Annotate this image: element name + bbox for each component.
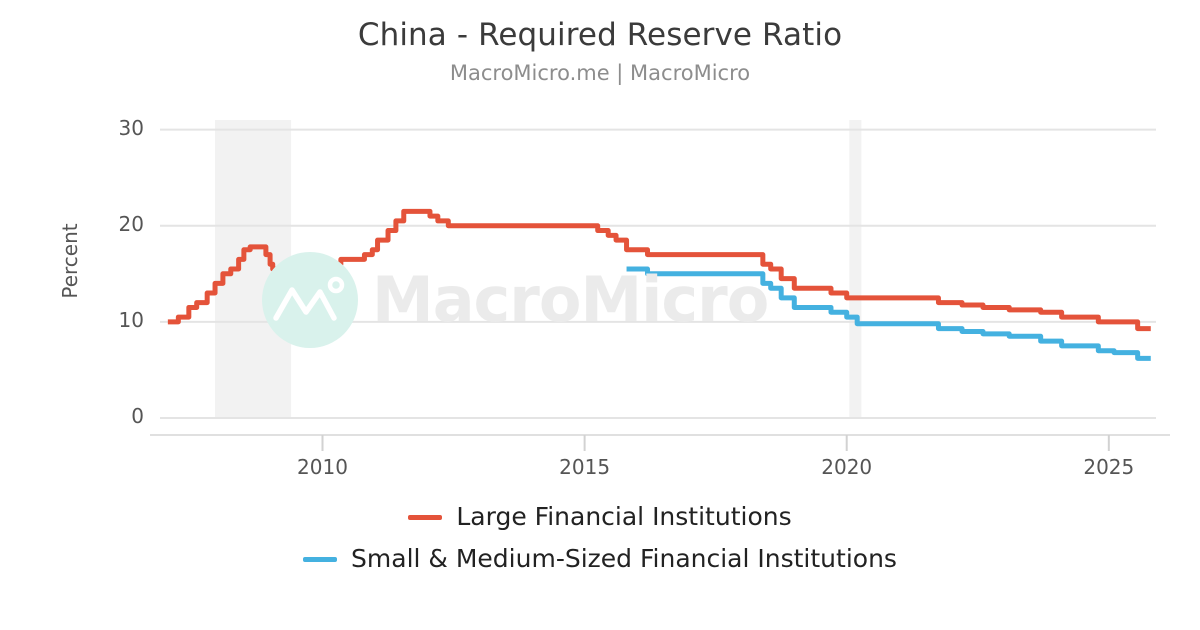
series-line-1[interactable] [626, 266, 1151, 361]
y-axis-tick-label: 20 [118, 211, 144, 236]
y-axis-tick-label: 0 [131, 404, 144, 428]
legend-swatch-icon [408, 514, 443, 520]
legend-swatch-icon [303, 556, 338, 562]
legend-item-label: Large Financial Institutions [456, 502, 792, 531]
chart-subtitle: MacroMicro.me | MacroMicro [449, 61, 751, 85]
x-axis-tick-label: 2020 [821, 455, 873, 479]
legend-item-large-financial-institutions[interactable]: Large Financial Institutions [408, 500, 792, 534]
legend-item-label: Small & Medium-Sized Financial Instituti… [351, 544, 897, 573]
x-axis-tick-label: 2015 [559, 455, 611, 479]
shaded-band-recession-2020 [849, 120, 862, 418]
page-title: China - Required Reserve Ratio [357, 17, 843, 53]
legend-item-small-medium-financial-institutions[interactable]: Small & Medium-Sized Financial Instituti… [303, 542, 897, 576]
title-block: China - Required Reserve Ratio MacroMicr… [0, 0, 1200, 87]
series-line-0[interactable] [167, 208, 1151, 332]
x-axis-tick-label: 2010 [297, 455, 348, 479]
x-axis-tick-label: 2025 [1083, 455, 1135, 479]
y-axis-tick-label: 30 [118, 115, 144, 140]
y-axis-tick-label: 10 [118, 307, 144, 332]
chart-legend: Large Financial Institutions Small & Med… [0, 500, 1200, 576]
